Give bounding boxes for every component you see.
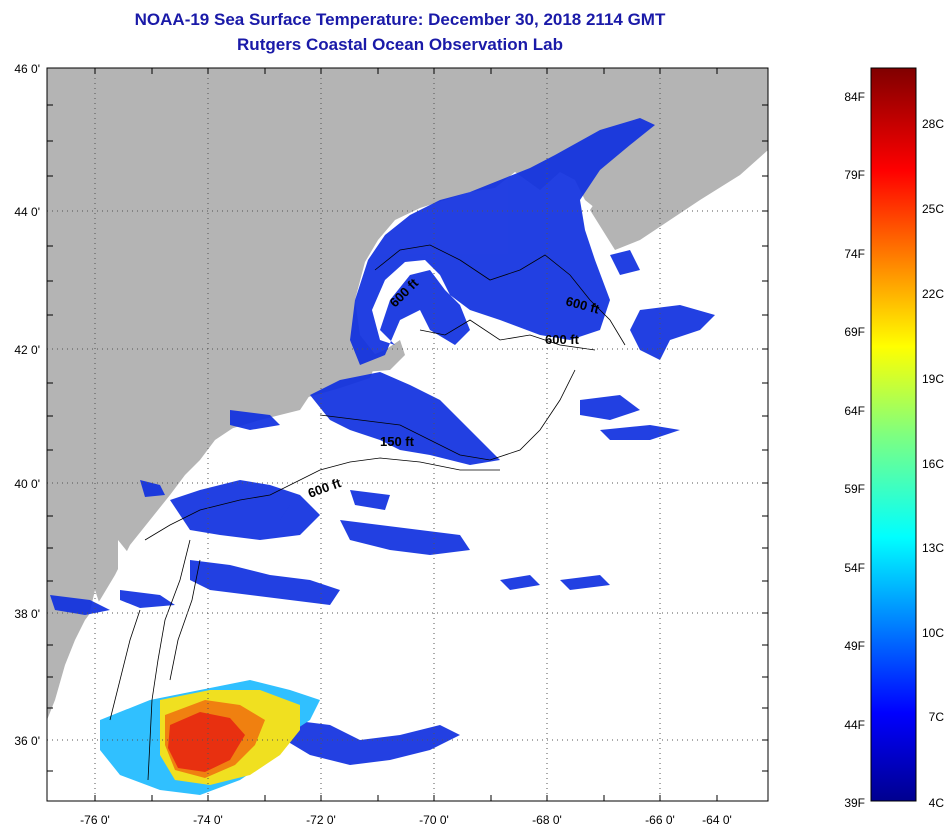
colorbar-c-label: 19C bbox=[922, 372, 944, 386]
contour-label: 150 ft bbox=[380, 434, 415, 449]
colorbar-c-label: 16C bbox=[922, 457, 944, 471]
map-subtitle: Rutgers Coastal Ocean Observation Lab bbox=[237, 35, 563, 54]
lon-label: -76 0' bbox=[80, 813, 110, 827]
sst-gulf-stream bbox=[100, 680, 320, 795]
colorbar-f-label: 84F bbox=[844, 90, 865, 104]
colorbar-f-label: 59F bbox=[844, 482, 865, 496]
lat-label: 40 0' bbox=[14, 477, 40, 491]
colorbar-c-label: 28C bbox=[922, 117, 944, 131]
colorbar-f-label: 54F bbox=[844, 561, 865, 575]
land-north-america bbox=[47, 68, 768, 720]
lat-label: 42 0' bbox=[14, 343, 40, 357]
axis-ticks bbox=[47, 68, 768, 801]
longitude-labels: -76 0' -74 0' -72 0' -70 0' -68 0' -66 0… bbox=[80, 813, 732, 827]
colorbar-c-label: 10C bbox=[922, 626, 944, 640]
water-chesapeake bbox=[80, 590, 105, 720]
colorbar-f-label: 74F bbox=[844, 247, 865, 261]
graticule bbox=[47, 68, 768, 801]
water-delaware-bay bbox=[118, 540, 130, 580]
bathymetry-contours bbox=[109, 244, 626, 781]
lon-label: -64 0' bbox=[702, 813, 732, 827]
temperature-colorbar bbox=[870, 67, 917, 802]
colorbar-f-label: 69F bbox=[844, 325, 865, 339]
colorbar-f-label: 44F bbox=[844, 718, 865, 732]
colorbar-c-label: 25C bbox=[922, 202, 944, 216]
lat-label: 46 0' bbox=[14, 62, 40, 76]
land-nova-scotia bbox=[590, 112, 768, 250]
lat-label: 36 0' bbox=[14, 734, 40, 748]
lat-label: 38 0' bbox=[14, 607, 40, 621]
lon-label: -72 0' bbox=[306, 813, 336, 827]
colorbar-celsius-labels: 28C 25C 22C 19C 16C 13C 10C 7C 4C bbox=[922, 117, 944, 810]
colorbar-fahrenheit-labels: 84F 79F 74F 69F 64F 59F 54F 49F 44F 39F bbox=[844, 90, 865, 810]
lon-label: -70 0' bbox=[419, 813, 449, 827]
colorbar-c-label: 22C bbox=[922, 287, 944, 301]
colorbar-c-label: 4C bbox=[929, 796, 944, 810]
contour-label: 600 ft bbox=[545, 332, 580, 347]
colorbar-f-label: 49F bbox=[844, 639, 865, 653]
lat-label: 44 0' bbox=[14, 205, 40, 219]
lon-label: -66 0' bbox=[645, 813, 675, 827]
colorbar-f-label: 64F bbox=[844, 404, 865, 418]
lon-label: -74 0' bbox=[193, 813, 223, 827]
lon-label: -68 0' bbox=[532, 813, 562, 827]
colorbar-f-label: 79F bbox=[844, 168, 865, 182]
map-area: 600 ft 600 ft 600 ft 150 ft 600 ft bbox=[47, 68, 768, 801]
colorbar-c-label: 7C bbox=[929, 710, 944, 724]
map-frame bbox=[46, 67, 769, 802]
latitude-labels: 46 0' 44 0' 42 0' 40 0' 38 0' 36 0' bbox=[14, 62, 40, 748]
colorbar-c-label: 13C bbox=[922, 541, 944, 555]
map-title: NOAA-19 Sea Surface Temperature: Decembe… bbox=[134, 10, 666, 29]
sst-cold-water bbox=[50, 118, 715, 765]
colorbar-f-label: 39F bbox=[844, 796, 865, 810]
